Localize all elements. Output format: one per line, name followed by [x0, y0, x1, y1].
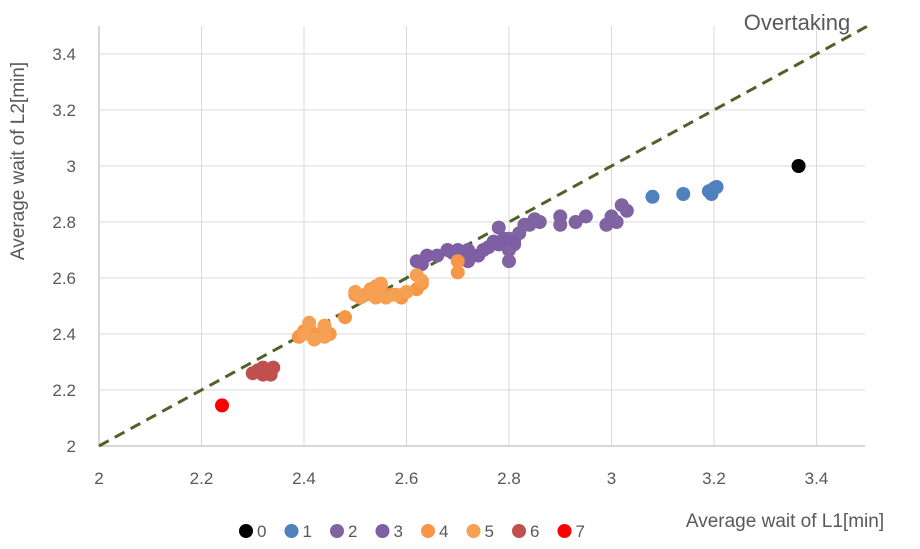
reference-line-diagonal: [98, 24, 869, 448]
legend-marker-6: [512, 524, 526, 538]
legend-marker-4: [421, 524, 435, 538]
y-tick-label: 2.2: [52, 381, 76, 400]
legend-marker-1: [284, 524, 299, 538]
data-point-series-5: [368, 290, 383, 305]
data-point-series-2: [491, 220, 506, 235]
data-point-series-7: [215, 398, 229, 413]
data-point-series-5: [399, 285, 414, 299]
legend-label-2: 2: [348, 522, 357, 541]
data-point-series-0: [791, 159, 806, 173]
data-point-series-2: [619, 203, 634, 218]
axes: [98, 26, 865, 447]
data-point-series-2: [568, 215, 583, 229]
data-point-series-5: [317, 318, 332, 333]
y-tick-label: 3: [67, 157, 76, 176]
data-point-series-5: [317, 329, 332, 344]
data-point-series-3: [414, 257, 429, 271]
legend-marker-0: [239, 524, 253, 538]
legend-marker-3: [375, 524, 390, 538]
data-point-series-1: [645, 189, 660, 204]
y-axis-label: Average wait of L2[min]: [8, 62, 29, 260]
y-tick-label: 2.8: [52, 213, 76, 232]
data-point-series-2: [502, 254, 516, 269]
data-point-series-2: [553, 217, 568, 232]
data-point-series-3: [507, 234, 522, 249]
legend-label-1: 1: [303, 522, 312, 541]
legend-marker-2: [330, 524, 344, 538]
data-point-series-5: [373, 276, 388, 291]
data-point-series-4: [450, 254, 465, 269]
y-tick-label: 2.4: [52, 325, 76, 344]
legend-label-6: 6: [530, 522, 539, 541]
x-tick-label: 3: [607, 469, 616, 488]
data-point-series-2: [609, 215, 624, 229]
legend-label-5: 5: [485, 522, 494, 541]
legend-marker-7: [557, 524, 572, 538]
data-point-series-5: [414, 273, 429, 288]
data-points: [215, 159, 806, 413]
data-point-series-3: [461, 254, 475, 269]
reference-line: [98, 24, 869, 448]
data-point-series-5: [297, 327, 311, 341]
y-tick-label: 2.6: [52, 269, 76, 288]
data-point-series-5: [302, 315, 317, 330]
data-point-series-3: [430, 248, 445, 263]
data-point-series-6: [256, 367, 270, 382]
legend-label-7: 7: [576, 522, 585, 541]
legend-marker-5: [466, 524, 481, 538]
data-point-series-1: [709, 180, 724, 194]
x-tick-label: 2: [94, 469, 103, 488]
data-point-series-1: [676, 187, 691, 201]
x-tick-label: 2.2: [190, 469, 214, 488]
data-point-series-2: [527, 212, 542, 227]
x-tick-label: 2.4: [292, 469, 316, 488]
legend: 0 1 2 3 4 5 6 7: [239, 522, 585, 541]
annotation-overtaking: Overtaking: [744, 10, 850, 35]
data-point-series-4: [338, 310, 352, 325]
x-tick-label: 3.4: [805, 469, 829, 488]
x-tick-label: 2.8: [497, 469, 521, 488]
x-axis-label: Average wait of L1[min]: [686, 511, 884, 532]
y-tick-label: 2: [67, 437, 76, 456]
x-tick-label: 3.2: [702, 469, 726, 488]
data-point-series-4: [450, 265, 465, 280]
data-point-series-2: [578, 209, 593, 224]
x-tick-label: 2.6: [395, 469, 419, 488]
y-tick-label: 3.2: [52, 101, 76, 120]
data-point-series-5: [353, 290, 368, 305]
tick-labels: 2 2.2 2.4 2.6 2.8 3 3.2 3.4 2 2.2 2.4 2.6 2.8 3 3.2 3.4: [52, 45, 828, 488]
legend-label-4: 4: [439, 522, 448, 541]
legend-label-0: 0: [257, 522, 266, 541]
y-tick-label: 3.4: [52, 45, 76, 64]
legend-label-3: 3: [394, 522, 403, 541]
grid-lines: [98, 26, 865, 447]
